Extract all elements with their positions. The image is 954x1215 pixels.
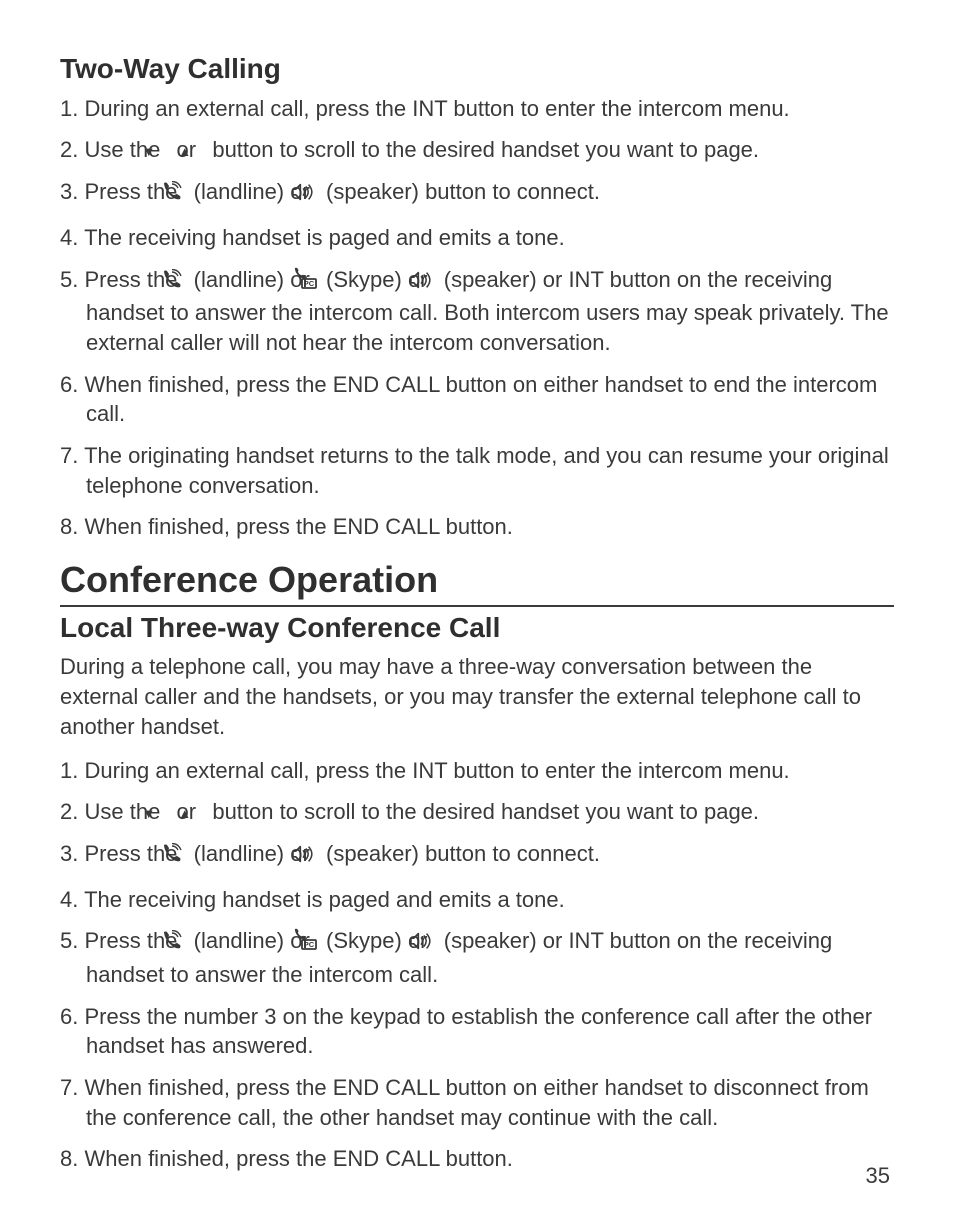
section-subheading-local-three-way: Local Three-way Conference Call	[60, 609, 894, 647]
step-item: When finished, press the END CALL button…	[60, 512, 894, 542]
step-item: Press the (landline) or (speaker) button…	[60, 177, 894, 211]
step-item: During an external call, press the INT b…	[60, 756, 894, 786]
step-item: Press the number 3 on the keypad to esta…	[60, 1002, 894, 1061]
page-number: 35	[866, 1161, 890, 1191]
step-item: Press the (landline) or (Skype) or (spea…	[60, 926, 894, 989]
step-item: When finished, press the END CALL button…	[60, 370, 894, 429]
step-item: Use the ▼ or ▲ button to scroll to the d…	[60, 797, 894, 827]
step-item: The receiving handset is paged and emits…	[60, 223, 894, 253]
step-item: Press the (landline) or (speaker) button…	[60, 839, 894, 873]
step-item: Press the (landline) or (Skype) or (spea…	[60, 265, 894, 358]
section-heading-two-way: Two-Way Calling	[60, 50, 894, 88]
conference-intro-text: During a telephone call, you may have a …	[60, 652, 894, 741]
two-way-steps: During an external call, press the INT b…	[60, 94, 894, 542]
step-item: During an external call, press the INT b…	[60, 94, 894, 124]
step-item: When finished, press the END CALL button…	[60, 1144, 894, 1174]
step-item: The originating handset returns to the t…	[60, 441, 894, 500]
step-item: When finished, press the END CALL button…	[60, 1073, 894, 1132]
section-heading-conference: Conference Operation	[60, 556, 894, 607]
conference-steps: During an external call, press the INT b…	[60, 756, 894, 1175]
step-item: Use the ▼ or ▲ button to scroll to the d…	[60, 135, 894, 165]
step-item: The receiving handset is paged and emits…	[60, 885, 894, 915]
